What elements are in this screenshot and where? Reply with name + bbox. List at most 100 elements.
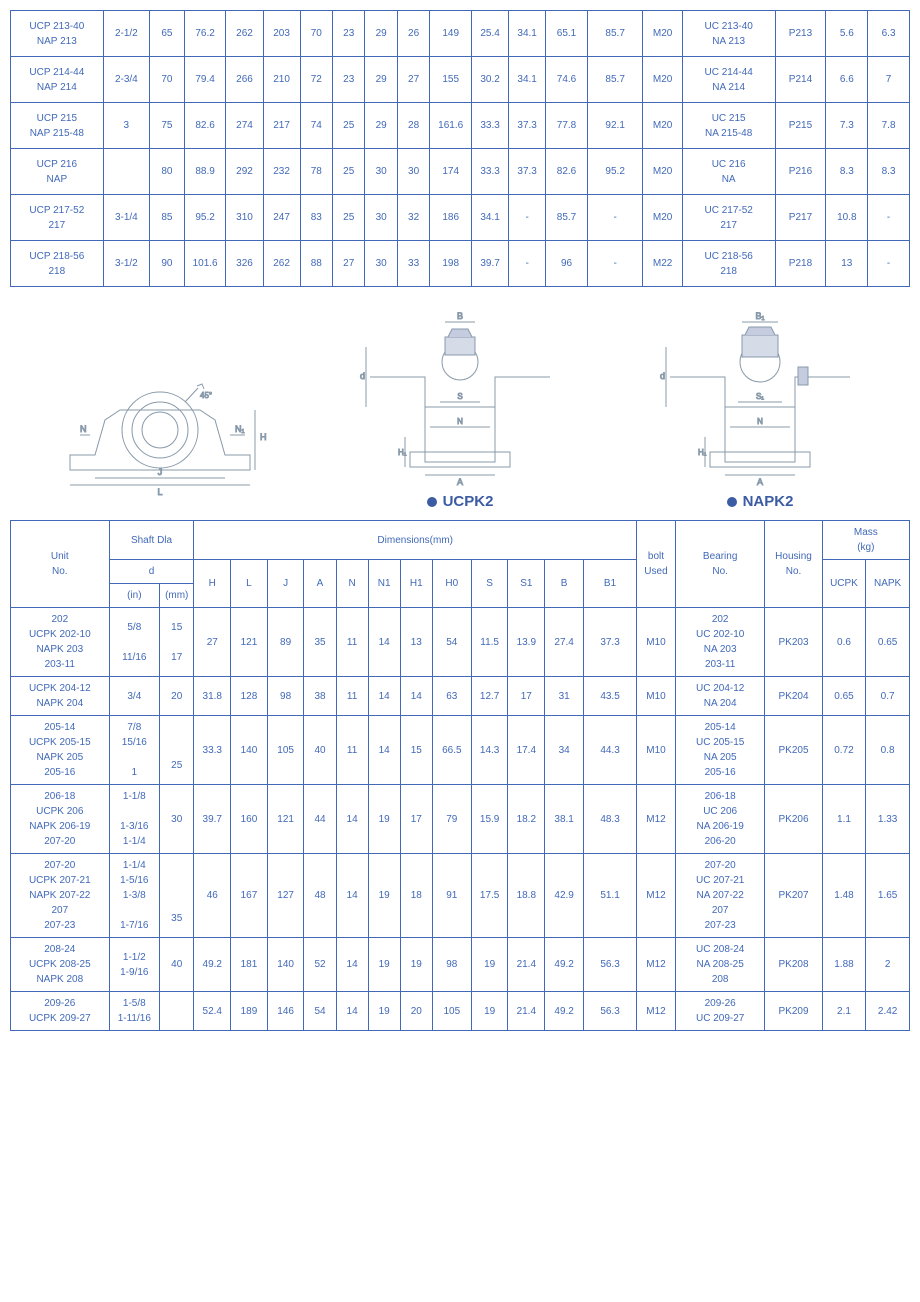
cell-B1: 95.2	[587, 149, 643, 195]
cell-N: 11	[336, 608, 368, 677]
hdr-unit: Unit No.	[11, 521, 110, 608]
hdr-N: N	[336, 560, 368, 608]
top-spec-table: UCP 213-40 NAP 2132-1/26576.226220370232…	[10, 10, 910, 287]
cell-housing: P214	[775, 57, 826, 103]
cell-housing: PK208	[765, 938, 822, 992]
cell-A: 44	[304, 785, 336, 854]
svg-text:d: d	[360, 371, 365, 381]
svg-text:d: d	[660, 371, 665, 381]
cell-S1: 37.3	[509, 149, 546, 195]
cell-A: 52	[304, 938, 336, 992]
cell-N1: 19	[368, 785, 400, 854]
cell-H: 76.2	[184, 11, 226, 57]
cell-H1: 33	[397, 241, 429, 287]
hdr-m1: UCPK	[822, 560, 866, 608]
cell-m2: 1.65	[866, 854, 910, 938]
cell-S: 39.7	[472, 241, 509, 287]
bullet-icon	[427, 497, 437, 507]
diagram-row: L J N N₁ H 45° B	[10, 307, 910, 510]
cell-housing: PK203	[765, 608, 822, 677]
cell-A: 35	[304, 608, 336, 677]
cell-unit: UCP 214-44 NAP 214	[11, 57, 104, 103]
cell-in: 5/8 11/16	[109, 608, 159, 677]
cell-H1: 19	[400, 938, 432, 992]
cell-S: 33.3	[472, 149, 509, 195]
cell-S: 17.5	[471, 854, 508, 938]
cell-N: 11	[336, 716, 368, 785]
cell-A: 38	[304, 677, 336, 716]
cell-S1: 34.1	[509, 11, 546, 57]
cell-H: 101.6	[184, 241, 226, 287]
hdr-J: J	[267, 560, 304, 608]
cell-B1: 92.1	[587, 103, 643, 149]
hdr-mm: (mm)	[160, 584, 194, 608]
cell-housing: P216	[775, 149, 826, 195]
svg-text:A: A	[757, 477, 763, 487]
cell-H: 46	[194, 854, 231, 938]
cell-bolt: M12	[636, 938, 675, 992]
cell-N: 25	[333, 103, 365, 149]
cell-unit: 207-20 UCPK 207-21 NAPK 207-22 207 207-2…	[11, 854, 110, 938]
cell-A: 48	[304, 854, 336, 938]
cell-bearing: UC 216 NA	[682, 149, 775, 195]
cell-H: 39.7	[194, 785, 231, 854]
cell-H1: 13	[400, 608, 432, 677]
cell-in: 1-1/4 1-5/16 1-3/8 1-7/16	[109, 854, 159, 938]
cell-L: 310	[226, 195, 263, 241]
cell-N1: 14	[368, 608, 400, 677]
cell-B: 49.2	[545, 938, 584, 992]
cell-mm: 35	[160, 854, 194, 938]
cell-H1: 27	[397, 57, 429, 103]
cell-in	[103, 149, 149, 195]
cell-m1: 5.6	[826, 11, 868, 57]
cell-bearing: UC 218-56 218	[682, 241, 775, 287]
cell-unit: 208-24 UCPK 208-25 NAPK 208	[11, 938, 110, 992]
svg-text:N: N	[757, 417, 763, 426]
hdr-m2: NAPK	[866, 560, 910, 608]
cell-S: 19	[471, 992, 508, 1031]
cell-mm: 90	[150, 241, 185, 287]
cell-bearing: 209-26 UC 209-27	[675, 992, 764, 1031]
cell-unit: 206-18 UCPK 206 NAPK 206-19 207-20	[11, 785, 110, 854]
svg-text:N: N	[80, 424, 87, 434]
cell-in: 1-1/8 1-3/16 1-1/4	[109, 785, 159, 854]
table-row: UCP 216 NAP8088.92922327825303017433.337…	[11, 149, 910, 195]
cell-B: 65.1	[546, 11, 588, 57]
table-row: 205-14 UCPK 205-15 NAPK 205 205-167/8 15…	[11, 716, 910, 785]
cell-N1: 30	[365, 149, 397, 195]
cell-mm: 75	[150, 103, 185, 149]
svg-text:B₁: B₁	[755, 311, 764, 321]
cell-H1: 17	[400, 785, 432, 854]
cell-bolt: M10	[636, 716, 675, 785]
cell-unit: UCPK 204-12 NAPK 204	[11, 677, 110, 716]
cell-S1: 13.9	[508, 608, 545, 677]
svg-text:J: J	[158, 467, 163, 477]
svg-text:S₁: S₁	[756, 392, 764, 401]
hdr-H1: H1	[400, 560, 432, 608]
cell-unit: UCP 213-40 NAP 213	[11, 11, 104, 57]
hdr-L: L	[231, 560, 268, 608]
cell-H0: 91	[432, 854, 471, 938]
cell-m1: 10.8	[826, 195, 868, 241]
cell-in: 7/8 15/16 1	[109, 716, 159, 785]
cell-bearing: 207-20 UC 207-21 NA 207-22 207 207-23	[675, 854, 764, 938]
cell-housing: PK209	[765, 992, 822, 1031]
cell-A: 40	[304, 716, 336, 785]
cell-L: 181	[231, 938, 268, 992]
hdr-bearing: Bearing No.	[675, 521, 764, 608]
cell-bearing: UC 214-44 NA 214	[682, 57, 775, 103]
cell-B: 96	[546, 241, 588, 287]
cell-S: 30.2	[472, 57, 509, 103]
cell-B1: -	[587, 241, 643, 287]
cell-H: 95.2	[184, 195, 226, 241]
cell-A: 78	[300, 149, 332, 195]
cell-m2: 2	[866, 938, 910, 992]
hdr-B1: B1	[584, 560, 637, 608]
cell-mm: 20	[160, 677, 194, 716]
cell-J: 98	[267, 677, 304, 716]
cell-L: 189	[231, 992, 268, 1031]
svg-text:B: B	[457, 311, 463, 321]
diagram-label-a: UCPK2	[443, 493, 494, 510]
cell-H: 52.4	[194, 992, 231, 1031]
cell-bolt: M12	[636, 785, 675, 854]
